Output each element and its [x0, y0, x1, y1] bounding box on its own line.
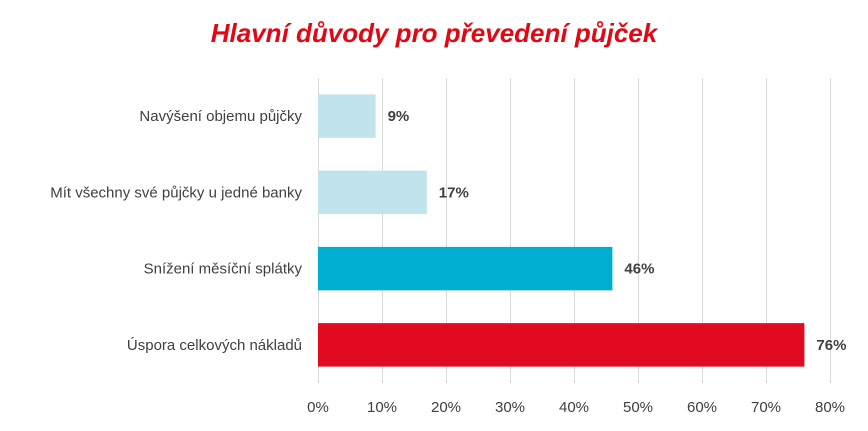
x-tick-label: 70%: [751, 399, 781, 416]
data-label: 46%: [624, 261, 654, 278]
bar: [318, 323, 805, 367]
x-tick-label: 60%: [687, 399, 717, 416]
x-tick-label: 0%: [307, 399, 329, 416]
bar: [318, 94, 376, 138]
x-tick-label: 10%: [367, 399, 397, 416]
data-label: 17%: [439, 184, 469, 201]
category-label: Navýšení objemu půjčky: [139, 108, 302, 125]
x-tick-label: 20%: [431, 399, 461, 416]
category-labels: Navýšení objemu půjčky Mít všechny své pů…: [50, 108, 302, 354]
x-tick-label: 50%: [623, 399, 653, 416]
category-label: Snížení měsíční splátky: [144, 261, 303, 278]
data-label: 76%: [816, 337, 846, 354]
chart-title: Hlavní důvody pro převedení půjček: [210, 18, 658, 48]
x-tick-label: 40%: [559, 399, 589, 416]
data-labels: 9% 17% 46% 76%: [388, 108, 847, 354]
category-label: Mít všechny své půjčky u jedné banky: [50, 184, 302, 201]
category-label: Úspora celkových nákladů: [127, 337, 302, 354]
x-axis-tick-labels: 0% 10% 20% 30% 40% 50% 60% 70% 80%: [307, 399, 845, 416]
bar: [318, 170, 427, 215]
data-label: 9%: [388, 108, 410, 125]
bar: [318, 246, 613, 291]
x-tick-label: 30%: [495, 399, 525, 416]
bars: [318, 94, 805, 367]
x-tick-label: 80%: [815, 399, 845, 416]
